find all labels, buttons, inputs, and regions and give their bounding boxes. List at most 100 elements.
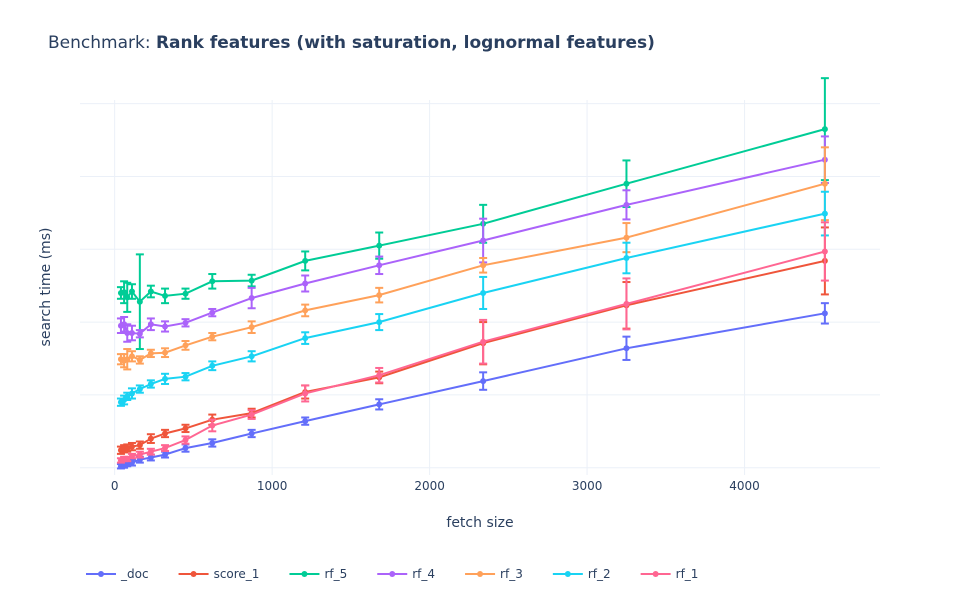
- data-point[interactable]: [480, 262, 487, 269]
- data-point[interactable]: [248, 295, 255, 302]
- series-rf_1: [116, 221, 829, 464]
- data-point[interactable]: [136, 442, 143, 449]
- legend-item-rf_3[interactable]: rf_3: [465, 567, 523, 581]
- data-point[interactable]: [623, 201, 630, 208]
- data-point[interactable]: [821, 248, 828, 255]
- data-point[interactable]: [128, 453, 135, 460]
- legend-label: rf_1: [676, 567, 699, 581]
- data-point[interactable]: [162, 292, 169, 299]
- data-point[interactable]: [209, 422, 216, 429]
- chart-title: Benchmark: Rank features (with saturatio…: [48, 33, 655, 53]
- data-point[interactable]: [121, 289, 128, 296]
- data-point[interactable]: [248, 324, 255, 331]
- data-point[interactable]: [302, 418, 309, 425]
- data-point[interactable]: [147, 454, 154, 461]
- data-point[interactable]: [376, 292, 383, 299]
- data-point[interactable]: [248, 430, 255, 437]
- data-point[interactable]: [162, 430, 169, 437]
- data-point[interactable]: [302, 390, 309, 397]
- data-point[interactable]: [162, 349, 169, 356]
- data-point[interactable]: [376, 242, 383, 249]
- data-point[interactable]: [209, 362, 216, 369]
- data-point[interactable]: [147, 380, 154, 387]
- data-point[interactable]: [376, 262, 383, 269]
- data-point[interactable]: [147, 435, 154, 442]
- series-line: [120, 312, 826, 468]
- series-rf_2: [116, 190, 829, 407]
- data-point[interactable]: [162, 375, 169, 382]
- data-point[interactable]: [162, 323, 169, 330]
- data-point[interactable]: [128, 288, 135, 295]
- data-point[interactable]: [302, 335, 309, 342]
- data-point[interactable]: [376, 401, 383, 408]
- data-point[interactable]: [623, 300, 630, 307]
- data-point[interactable]: [136, 356, 143, 363]
- data-point[interactable]: [124, 330, 131, 337]
- legend-label: score_1: [214, 567, 260, 581]
- data-point[interactable]: [302, 307, 309, 314]
- data-point[interactable]: [182, 290, 189, 297]
- series-line: [120, 128, 826, 304]
- data-point[interactable]: [128, 330, 135, 337]
- series-rf_3: [116, 146, 829, 371]
- grid-layer: [80, 100, 880, 475]
- data-point[interactable]: [128, 443, 135, 450]
- data-point[interactable]: [821, 126, 828, 133]
- legend-label: rf_2: [588, 567, 611, 581]
- data-point[interactable]: [128, 353, 135, 360]
- legend[interactable]: _doc score_1 rf_5 rf_4 rf_3 rf_2 rf_1: [86, 567, 698, 581]
- legend-item-score_1[interactable]: score_1: [178, 567, 260, 581]
- legend-item-rf_2[interactable]: rf_2: [552, 567, 611, 581]
- data-point[interactable]: [147, 321, 154, 328]
- data-point[interactable]: [302, 257, 309, 264]
- series-layer: [116, 77, 829, 470]
- data-point[interactable]: [182, 437, 189, 444]
- data-point[interactable]: [182, 373, 189, 380]
- data-point[interactable]: [162, 445, 169, 452]
- data-point[interactable]: [248, 353, 255, 360]
- data-point[interactable]: [623, 255, 630, 262]
- series-_doc: [116, 302, 829, 470]
- data-point[interactable]: [136, 451, 143, 458]
- legend-item-rf_4[interactable]: rf_4: [377, 567, 435, 581]
- data-point[interactable]: [480, 338, 487, 345]
- data-point[interactable]: [248, 277, 255, 284]
- data-point[interactable]: [162, 451, 169, 458]
- data-point[interactable]: [821, 180, 828, 187]
- legend-item-rf_5[interactable]: rf_5: [289, 567, 347, 581]
- legend-item-_doc[interactable]: _doc: [86, 567, 149, 581]
- data-point[interactable]: [136, 330, 143, 337]
- data-point[interactable]: [182, 445, 189, 452]
- data-point[interactable]: [623, 345, 630, 352]
- legend-item-rf_1[interactable]: rf_1: [640, 567, 699, 581]
- data-point[interactable]: [248, 411, 255, 418]
- data-point[interactable]: [821, 310, 828, 317]
- data-point[interactable]: [209, 333, 216, 340]
- data-point[interactable]: [623, 180, 630, 187]
- data-point[interactable]: [623, 234, 630, 241]
- data-point[interactable]: [182, 319, 189, 326]
- data-point[interactable]: [376, 319, 383, 326]
- data-point[interactable]: [182, 342, 189, 349]
- x-tick-label: 1000: [257, 479, 288, 493]
- data-point[interactable]: [136, 386, 143, 393]
- data-point[interactable]: [821, 210, 828, 217]
- data-point[interactable]: [147, 288, 154, 295]
- x-axis-title: fetch size: [446, 515, 513, 531]
- x-tick-label: 3000: [572, 479, 603, 493]
- data-point[interactable]: [209, 439, 216, 446]
- x-tick-label: 2000: [414, 479, 445, 493]
- data-point[interactable]: [480, 289, 487, 296]
- data-point[interactable]: [376, 372, 383, 379]
- data-point[interactable]: [480, 378, 487, 385]
- data-point[interactable]: [136, 298, 143, 305]
- data-point[interactable]: [147, 350, 154, 357]
- data-point[interactable]: [147, 448, 154, 455]
- data-point[interactable]: [209, 278, 216, 285]
- data-point[interactable]: [128, 390, 135, 397]
- data-point[interactable]: [182, 425, 189, 432]
- data-point[interactable]: [302, 280, 309, 287]
- data-point[interactable]: [480, 237, 487, 244]
- data-point[interactable]: [209, 309, 216, 316]
